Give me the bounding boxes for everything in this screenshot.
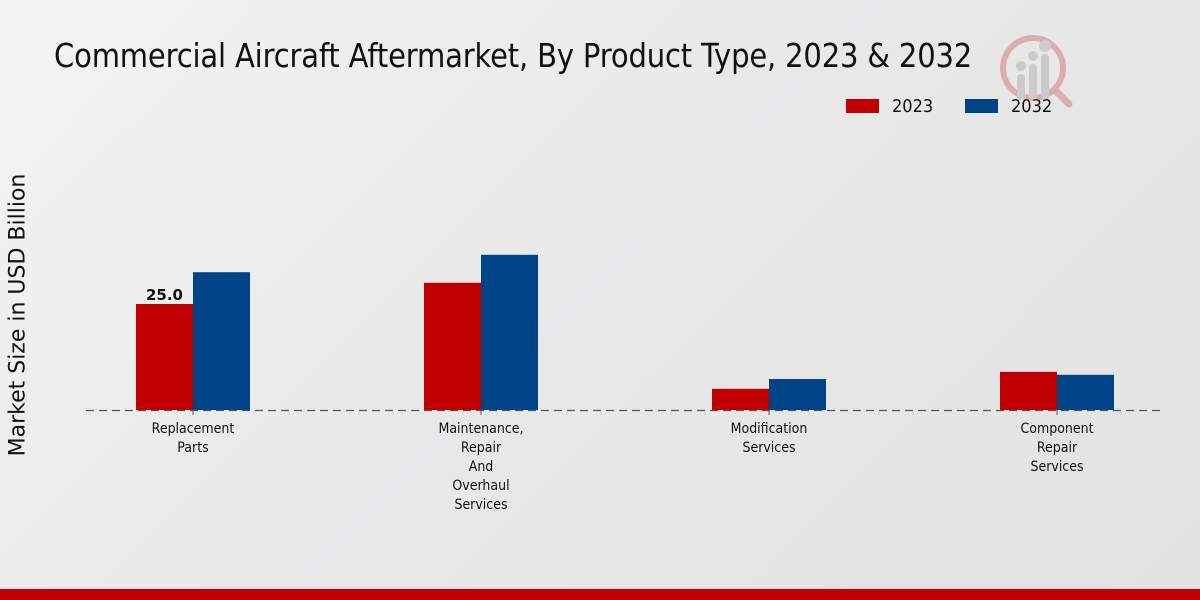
footer-bar [0, 589, 1200, 600]
bar-2032-1 [193, 272, 250, 410]
x-tick-label-line: Parts [177, 440, 208, 456]
bar-2023-1 [136, 304, 193, 410]
bar-2023-4 [1000, 371, 1057, 410]
x-tick-label-line: Services [454, 497, 507, 513]
legend-label-2023: 2023 [892, 95, 934, 117]
data-label: 25.0 [146, 286, 183, 304]
x-tick-label-line: Maintenance, [438, 421, 523, 437]
x-tick-label-line: And [469, 459, 494, 475]
chart-title: Commercial Aircraft Aftermarket, By Prod… [54, 36, 973, 75]
legend-item-2023: 2023 [846, 95, 938, 117]
x-tick-label-line: Overhaul [452, 478, 509, 494]
bar-2032-2 [481, 254, 538, 410]
x-tick-label-line: Services [1030, 459, 1083, 475]
x-tick-label-line: Services [742, 440, 795, 456]
bar-2032-4 [1057, 374, 1114, 410]
x-tick-label-line: Repair [1037, 440, 1078, 456]
x-tick-label-line: Modification [731, 421, 808, 437]
x-tick-label: Replacement Parts [152, 421, 235, 456]
x-tick-label: Maintenance, Repair And Overhaul Services [438, 421, 523, 513]
bar-2023-3 [712, 388, 769, 410]
legend-label-2032: 2032 [1011, 95, 1053, 117]
bars-layer [136, 254, 1114, 410]
legend-swatch-2032 [965, 99, 998, 113]
x-tick-label-line: Repair [461, 440, 502, 456]
watermark-logo-icon [1000, 35, 1073, 108]
x-tick-label-line: Component [1020, 421, 1093, 437]
legend-swatch-2023 [846, 99, 879, 113]
data-labels-layer: 25.0 [146, 286, 183, 304]
x-tick-label: Modification Services [731, 421, 808, 456]
x-tick-label-line: Replacement [152, 421, 235, 437]
x-ticks-layer: Replacement Parts Maintenance, Repair And Ove… [152, 410, 1094, 513]
legend-item-2032: 2032 [965, 95, 1057, 117]
bar-2023-2 [424, 282, 481, 410]
bar-2032-3 [769, 379, 826, 410]
x-tick-label: Component Repair Services [1020, 421, 1093, 475]
